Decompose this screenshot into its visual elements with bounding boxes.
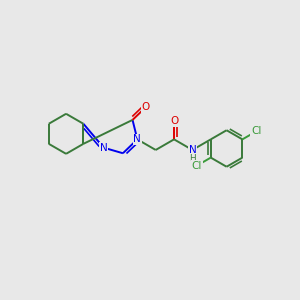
Text: O: O	[170, 116, 178, 126]
Text: N: N	[100, 143, 108, 153]
Text: H: H	[189, 154, 196, 163]
Text: Cl: Cl	[192, 161, 202, 171]
Text: O: O	[142, 102, 150, 112]
Text: Cl: Cl	[251, 126, 262, 136]
Text: N: N	[188, 145, 196, 155]
Text: N: N	[134, 134, 141, 144]
